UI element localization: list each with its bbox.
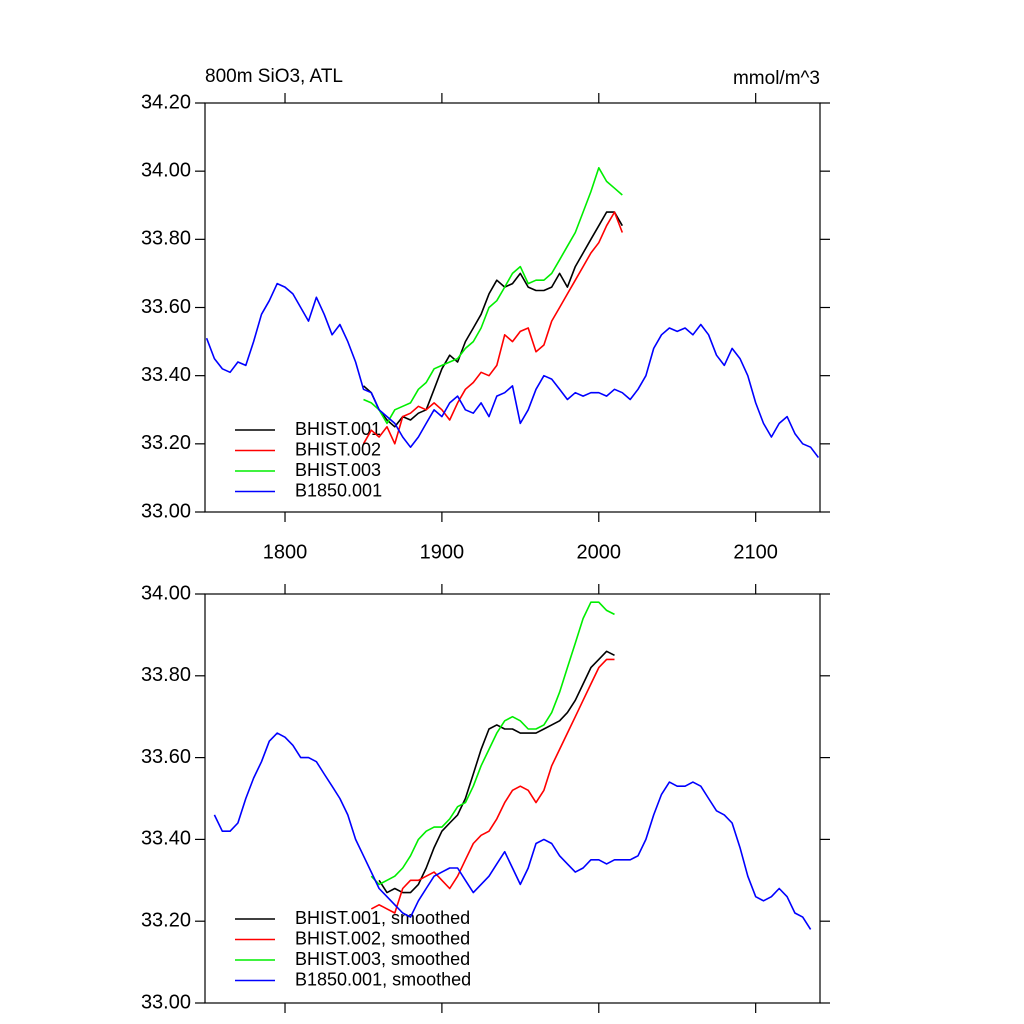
y-tick-label: 33.00 [141,991,191,1013]
legend-label: B1850.001 [295,480,382,500]
series-line [378,650,615,894]
legend-label: BHIST.001, smoothed [295,908,470,928]
y-tick-label: 33.60 [141,746,191,768]
units-label: mmol/m^3 [733,68,820,89]
legend-label: BHIST.002 [295,439,381,459]
y-tick-label: 33.00 [141,500,191,522]
y-tick-label: 34.00 [141,582,191,604]
legend-label: BHIST.003, smoothed [295,949,470,969]
legend-label: BHIST.002, smoothed [295,928,470,948]
series-line [362,211,623,428]
chart-title: 800m SiO3, ATL [205,66,343,87]
y-tick-label: 33.20 [141,909,191,931]
legend-label: B1850.001, smoothed [295,969,471,989]
x-tick-label: 2000 [577,541,622,563]
y-tick-label: 34.20 [141,91,191,113]
y-tick-label: 33.40 [141,364,191,386]
y-tick-label: 33.60 [141,296,191,318]
y-tick-label: 33.20 [141,432,191,454]
x-tick-label: 1900 [420,541,465,563]
series-line [362,211,624,445]
y-tick-label: 34.00 [141,159,191,181]
series-line [363,167,623,425]
legend-label: BHIST.003 [295,460,381,480]
series-line [213,732,812,930]
y-tick-label: 33.40 [141,828,191,850]
y-tick-label: 33.80 [141,664,191,686]
plot-frame [204,593,821,1004]
legend-label: BHIST.001 [295,419,381,439]
series-line [370,658,615,914]
x-tick-label: 2100 [733,541,778,563]
x-tick-label: 1800 [263,541,308,563]
series-line [370,601,615,886]
series-line [205,282,820,458]
y-tick-label: 33.80 [141,228,191,250]
